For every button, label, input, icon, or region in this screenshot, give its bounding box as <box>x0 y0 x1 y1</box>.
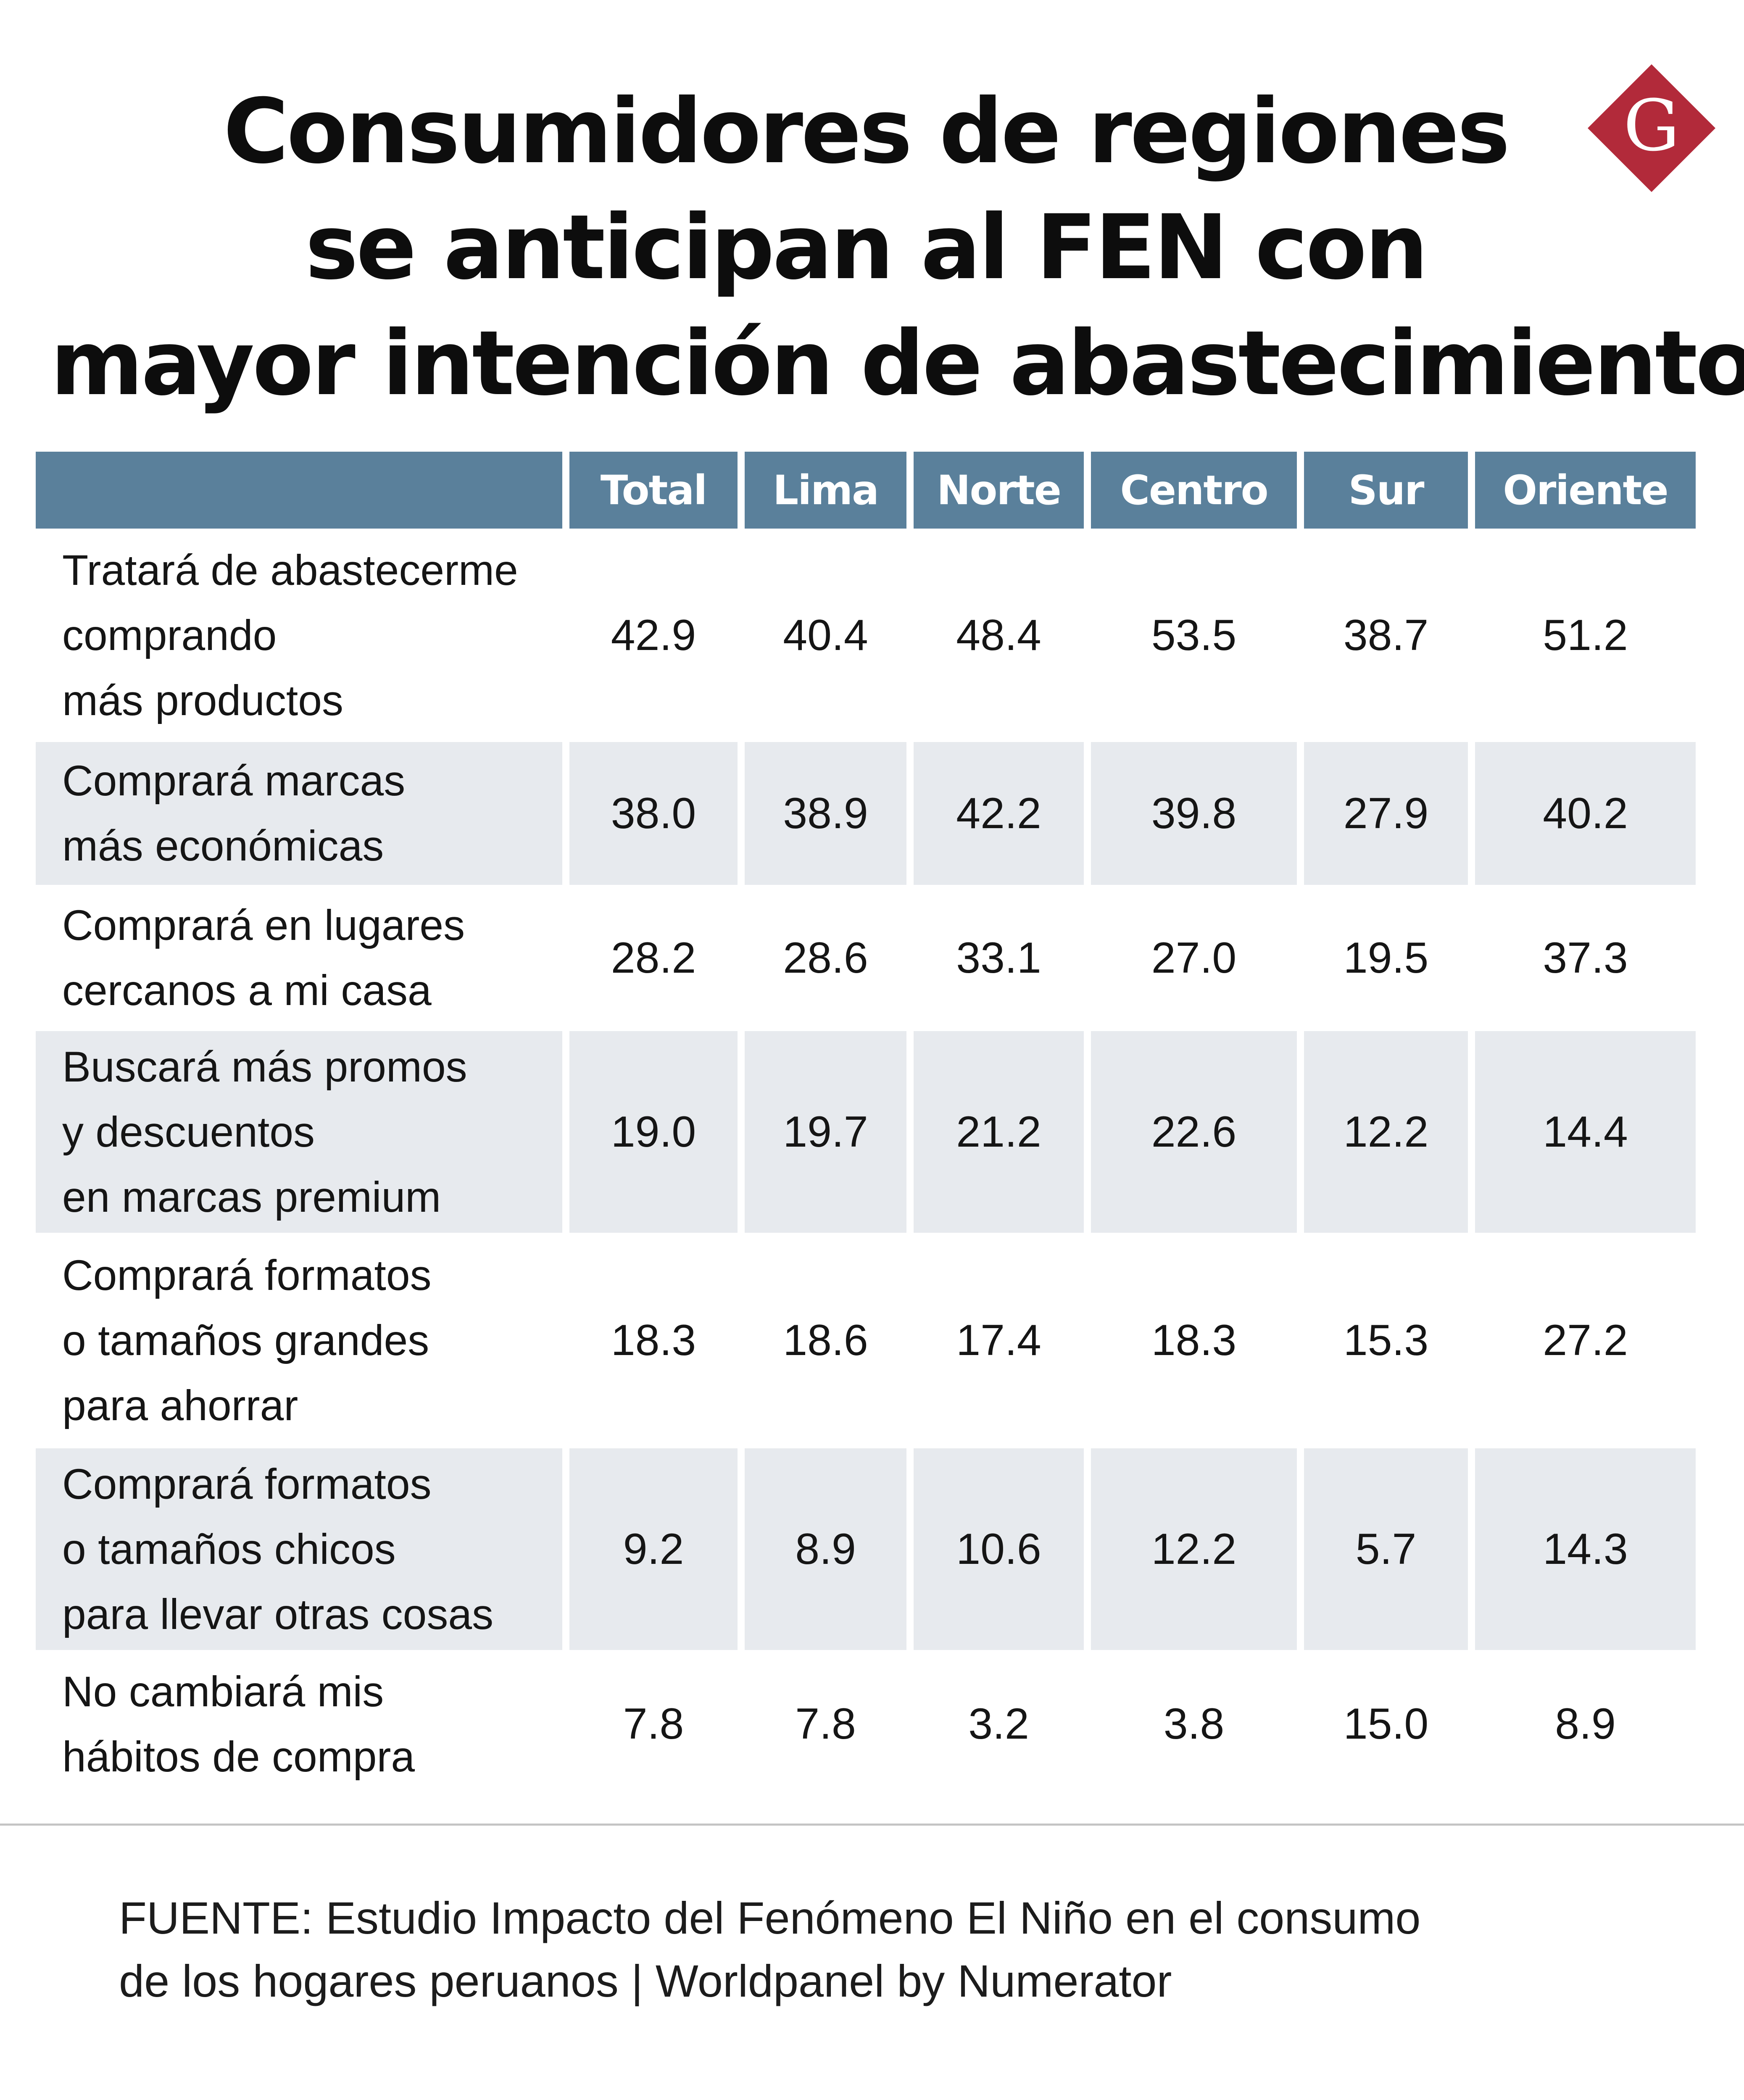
table-cell: 8.9 <box>745 1448 906 1650</box>
table-cell: 38.7 <box>1343 611 1429 660</box>
chart-title: Consumidores de regiones se anticipan al… <box>50 74 1744 421</box>
column-header: Sur <box>1304 452 1468 529</box>
table-cell: 48.4 <box>956 611 1041 660</box>
table-cell: 33.1 <box>956 933 1041 982</box>
table-cell: 42.9 <box>611 611 696 660</box>
row-label: Comprará en lugares cercanos a mi casa <box>62 901 465 1014</box>
source-line: de los hogares peruanos | Worldpanel by … <box>119 1955 1172 2006</box>
table-cell: 9.2 <box>569 1448 738 1650</box>
table-cell: 40.2 <box>1475 742 1696 885</box>
table-cell: 14.4 <box>1475 1031 1696 1233</box>
column-header: Oriente <box>1475 452 1696 529</box>
title-line: se anticipan al FEN con <box>305 195 1428 299</box>
column-header: Total <box>569 452 738 529</box>
table-cell: 42.2 <box>914 742 1084 885</box>
table-cell: 3.2 <box>968 1700 1029 1748</box>
table-cell: 39.8 <box>1091 742 1297 885</box>
table-cell: 27.0 <box>1151 933 1237 982</box>
table-cell: 27.2 <box>1543 1316 1628 1365</box>
table-cell: 14.3 <box>1475 1448 1696 1650</box>
table-cell: 38.9 <box>745 742 906 885</box>
table-cell: 53.5 <box>1151 611 1237 660</box>
header-blank-cell <box>36 452 562 529</box>
table-cell: 17.4 <box>956 1316 1041 1365</box>
title-line: mayor intención de abastecimiento <box>50 311 1744 415</box>
row-label: No cambiará mis hábitos de compra <box>62 1667 415 1781</box>
source-note: FUENTE: Estudio Impacto del Fenómeno El … <box>119 1887 1674 2013</box>
table-cell: 19.5 <box>1343 933 1429 982</box>
row-label: Comprará formatos o tamaños chicos para … <box>36 1448 562 1650</box>
row-label: Comprará formatos o tamaños grandes para… <box>62 1251 432 1429</box>
table-cell: 51.2 <box>1543 611 1628 660</box>
table-cell: 8.9 <box>1555 1700 1616 1748</box>
row-label: Buscará más promos y descuentos en marca… <box>36 1031 562 1233</box>
table-cell: 18.3 <box>611 1316 696 1365</box>
column-header: Norte <box>914 452 1084 529</box>
logo-diamond <box>1588 64 1715 192</box>
table-cell: 7.8 <box>795 1700 856 1748</box>
table-cell: 15.0 <box>1343 1700 1429 1748</box>
logo-letter: G <box>1623 84 1680 167</box>
table-cell: 40.4 <box>783 611 868 660</box>
table-cell: 28.2 <box>611 933 696 982</box>
table-cell: 3.8 <box>1163 1700 1225 1748</box>
table-cell: 21.2 <box>914 1031 1084 1233</box>
table-cell: 22.6 <box>1091 1031 1297 1233</box>
column-header: Centro <box>1091 452 1297 529</box>
table-cell: 10.6 <box>914 1448 1084 1650</box>
column-header: Lima <box>745 452 906 529</box>
table-cell: 12.2 <box>1304 1031 1468 1233</box>
divider <box>0 1824 1744 1826</box>
table-cell: 37.3 <box>1543 933 1628 982</box>
data-table: Total Lima Norte Centro Sur Oriente Tratará de… <box>36 452 1696 1790</box>
source-line: FUENTE: Estudio Impacto del Fenómeno El … <box>119 1892 1421 1943</box>
brand-logo-icon: G <box>1588 64 1715 192</box>
row-label: Comprará marcas más económicas <box>36 742 562 885</box>
table-cell: 19.7 <box>745 1031 906 1233</box>
table-cell: 38.0 <box>569 742 738 885</box>
row-label: Tratará de abastecerme comprando más pro… <box>62 546 518 724</box>
table-cell: 18.3 <box>1151 1316 1237 1365</box>
table-cell: 27.9 <box>1304 742 1468 885</box>
title-line: Consumidores de regiones <box>223 79 1510 183</box>
table-cell: 28.6 <box>783 933 868 982</box>
table-cell: 5.7 <box>1304 1448 1468 1650</box>
table-cell: 15.3 <box>1343 1316 1429 1365</box>
table-cell: 12.2 <box>1091 1448 1297 1650</box>
table-cell: 18.6 <box>783 1316 868 1365</box>
table-cell: 19.0 <box>569 1031 738 1233</box>
table-cell: 7.8 <box>623 1700 684 1748</box>
